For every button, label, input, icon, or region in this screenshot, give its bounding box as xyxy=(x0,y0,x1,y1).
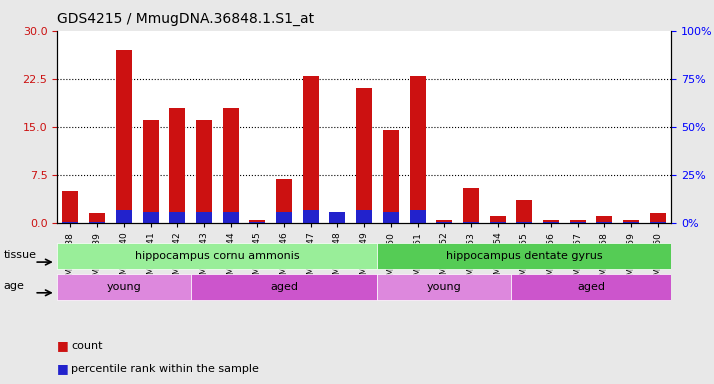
Bar xyxy=(62,222,79,223)
FancyBboxPatch shape xyxy=(57,274,191,300)
Bar xyxy=(249,222,266,223)
Bar xyxy=(143,120,159,223)
Bar xyxy=(223,108,238,223)
Bar xyxy=(410,210,426,223)
Bar xyxy=(223,212,238,223)
Bar xyxy=(650,222,666,223)
Bar xyxy=(623,222,639,223)
Text: tissue: tissue xyxy=(4,250,36,260)
Bar xyxy=(89,222,105,223)
Bar xyxy=(650,213,666,223)
Bar xyxy=(143,212,159,223)
Bar xyxy=(303,210,318,223)
FancyBboxPatch shape xyxy=(191,274,378,300)
Bar xyxy=(490,216,506,223)
Bar xyxy=(436,222,452,223)
Bar xyxy=(410,76,426,223)
Text: aged: aged xyxy=(270,282,298,292)
Bar xyxy=(303,76,318,223)
FancyBboxPatch shape xyxy=(511,274,671,300)
Text: ■: ■ xyxy=(57,339,69,352)
Text: hippocampus dentate gyrus: hippocampus dentate gyrus xyxy=(446,251,603,262)
Bar xyxy=(383,212,399,223)
Text: age: age xyxy=(4,281,24,291)
FancyBboxPatch shape xyxy=(378,274,511,300)
FancyBboxPatch shape xyxy=(57,243,378,269)
Bar xyxy=(62,191,79,223)
Bar xyxy=(623,220,639,223)
Bar xyxy=(543,220,559,223)
Bar xyxy=(490,222,506,223)
Text: aged: aged xyxy=(577,282,605,292)
Text: ■: ■ xyxy=(57,362,69,375)
Text: young: young xyxy=(106,282,141,292)
Bar xyxy=(543,222,559,223)
Bar xyxy=(329,212,346,223)
Bar xyxy=(463,187,479,223)
Text: count: count xyxy=(71,341,103,351)
Bar xyxy=(329,216,346,223)
Bar xyxy=(570,220,585,223)
Text: percentile rank within the sample: percentile rank within the sample xyxy=(71,364,259,374)
Bar xyxy=(196,212,212,223)
Bar xyxy=(596,222,613,223)
Bar xyxy=(276,212,292,223)
Bar xyxy=(383,130,399,223)
Bar xyxy=(116,210,132,223)
Bar xyxy=(249,220,266,223)
Text: young: young xyxy=(427,282,462,292)
Bar xyxy=(596,216,613,223)
Bar xyxy=(570,222,585,223)
Bar xyxy=(169,212,185,223)
Bar xyxy=(516,222,533,223)
Text: GDS4215 / MmugDNA.36848.1.S1_at: GDS4215 / MmugDNA.36848.1.S1_at xyxy=(57,12,314,25)
Bar xyxy=(516,200,533,223)
Bar xyxy=(169,108,185,223)
Bar xyxy=(436,220,452,223)
Bar xyxy=(463,222,479,223)
Bar xyxy=(89,213,105,223)
Bar xyxy=(356,210,372,223)
FancyBboxPatch shape xyxy=(378,243,671,269)
Bar xyxy=(116,50,132,223)
Bar xyxy=(356,88,372,223)
Text: hippocampus cornu ammonis: hippocampus cornu ammonis xyxy=(135,251,300,262)
Bar xyxy=(196,120,212,223)
Bar xyxy=(276,179,292,223)
